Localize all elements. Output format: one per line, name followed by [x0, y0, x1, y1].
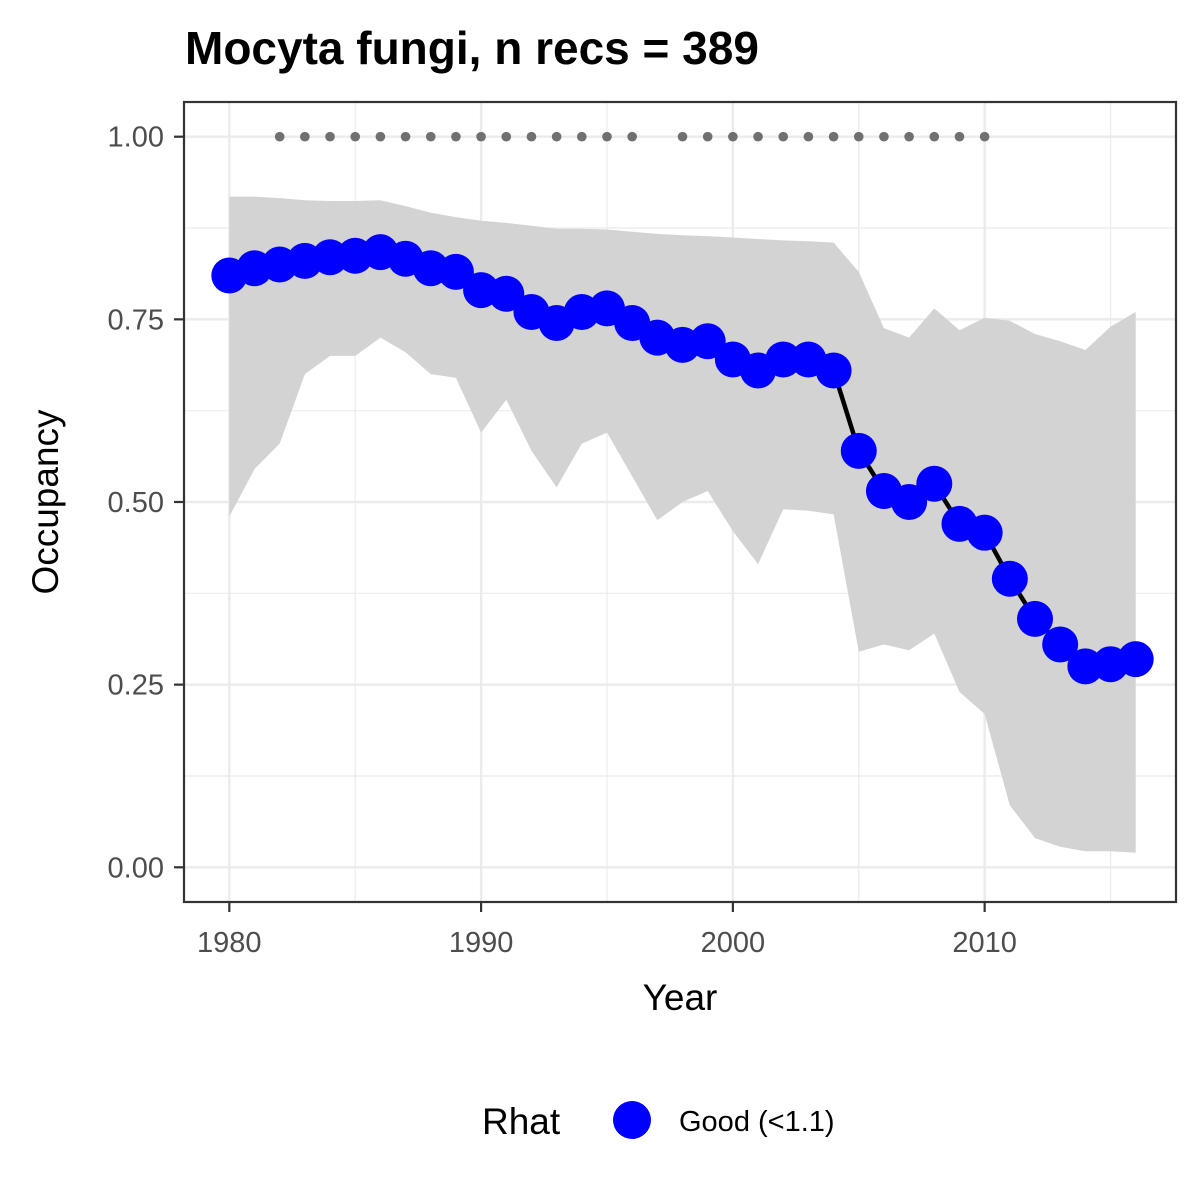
- occupancy-points: [211, 234, 1154, 685]
- chart-title: Mocyta fungi, n recs = 389: [185, 22, 759, 74]
- data-point: [815, 352, 852, 389]
- x-tick-label: 1990: [449, 927, 514, 959]
- record-dot: [451, 131, 461, 142]
- record-dot: [853, 131, 864, 142]
- data-point: [991, 560, 1028, 597]
- data-point: [891, 484, 928, 520]
- data-point: [966, 514, 1003, 551]
- x-tick-label: 2010: [952, 927, 1017, 959]
- record-dot: [602, 131, 612, 142]
- data-point: [840, 432, 877, 469]
- legend: Rhat Good (<1.1): [482, 1101, 835, 1142]
- record-dot: [954, 131, 965, 142]
- record-dot: [274, 131, 285, 142]
- record-dot: [300, 131, 310, 142]
- x-tick-label: 1980: [197, 927, 262, 959]
- record-dot: [879, 131, 889, 142]
- record-dot: [979, 131, 990, 142]
- record-dot: [526, 131, 537, 142]
- record-dot: [778, 131, 789, 142]
- record-dot: [728, 131, 738, 142]
- legend-title: Rhat: [482, 1101, 561, 1142]
- y-tick-label: 0.75: [108, 304, 164, 336]
- record-dot: [375, 131, 386, 142]
- record-dot: [753, 131, 763, 142]
- y-axis: 0.00 0.25 0.50 0.75 1.00: [108, 122, 184, 884]
- y-tick-label: 0.50: [108, 487, 164, 519]
- data-point: [488, 275, 525, 312]
- record-dot: [627, 131, 637, 142]
- data-point: [1042, 626, 1079, 663]
- record-dot: [577, 131, 587, 142]
- data-point: [765, 341, 802, 378]
- data-point: [437, 253, 474, 290]
- record-dot: [325, 131, 335, 142]
- legend-key-good: [613, 1101, 651, 1139]
- data-point: [1017, 600, 1054, 637]
- x-axis: 1980 1990 2000 2010: [197, 902, 1017, 959]
- record-dot: [929, 131, 940, 142]
- record-dot: [904, 131, 914, 142]
- data-point: [1117, 641, 1154, 678]
- y-axis-title: Occupancy: [25, 409, 66, 595]
- x-axis-title: Year: [643, 977, 718, 1018]
- record-dot: [803, 131, 814, 142]
- data-point: [916, 465, 953, 502]
- y-tick-label: 1.00: [108, 122, 164, 154]
- record-dot: [677, 131, 688, 142]
- record-dots: [274, 131, 990, 142]
- record-dot: [350, 131, 361, 142]
- ci-ribbon: [229, 196, 1136, 853]
- y-tick-label: 0.25: [108, 670, 164, 702]
- record-dot: [400, 131, 411, 142]
- confidence-ribbon: [229, 196, 1136, 853]
- record-dot: [476, 131, 486, 142]
- record-dot: [551, 131, 562, 142]
- record-dot: [501, 131, 512, 142]
- data-point: [689, 323, 726, 360]
- y-tick-label: 0.00: [108, 852, 164, 884]
- legend-label-good: Good (<1.1): [679, 1106, 835, 1138]
- x-tick-label: 2000: [701, 927, 766, 959]
- record-dot: [425, 131, 436, 142]
- record-dot: [702, 131, 713, 142]
- record-dot: [828, 131, 839, 142]
